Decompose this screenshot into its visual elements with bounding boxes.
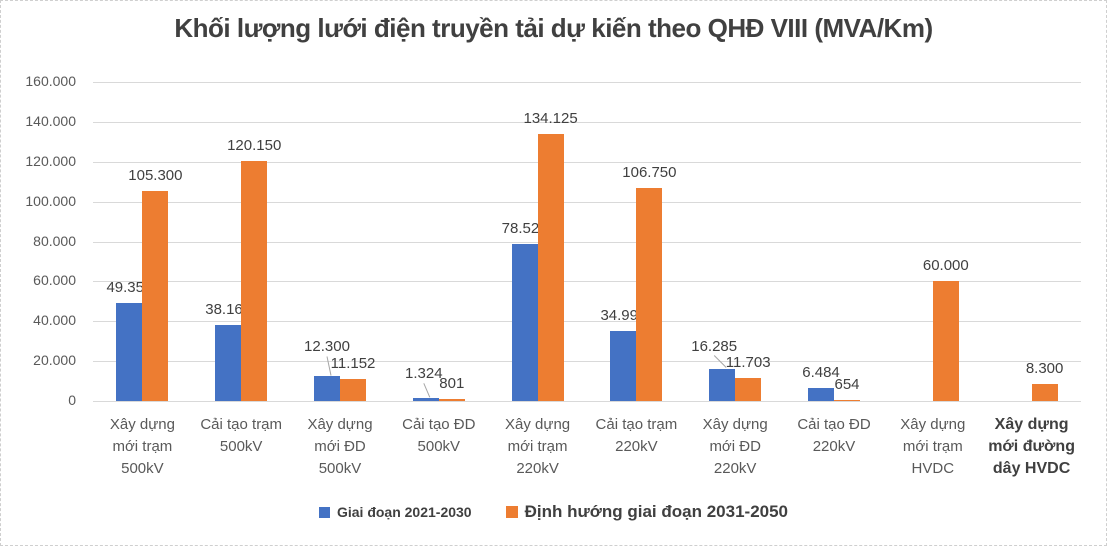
- legend-swatch-blue-icon: [318, 506, 330, 518]
- x-axis-category-label: Xây dựng mới ĐD 220kV: [702, 416, 768, 477]
- legend-label-period-2031-2050: Định hướng giai đoạn 2031-2050: [524, 502, 789, 521]
- gridline: [93, 401, 1081, 402]
- data-label: 106.750: [622, 164, 677, 182]
- data-label: 6.484: [802, 364, 840, 382]
- data-label: 16.285: [691, 337, 738, 355]
- data-label: 12.300: [304, 338, 350, 356]
- gridline: [93, 161, 1081, 163]
- data-label: 78.525: [501, 220, 548, 238]
- data-label: 49.350: [106, 278, 153, 296]
- y-axis-tick-label: 20.000: [33, 352, 76, 369]
- data-label: 120.150: [227, 137, 282, 155]
- gridline: [93, 321, 1081, 323]
- bar-series1-cat1[interactable]: [116, 302, 143, 401]
- x-axis-category-label: Cải tạo trạm 500kV: [200, 416, 283, 455]
- gridline: [93, 241, 1081, 243]
- data-label: 134.125: [523, 109, 578, 127]
- data-label: 38.168: [205, 300, 252, 318]
- gridline: [93, 201, 1081, 203]
- gridline: [93, 121, 1081, 123]
- bar-series1-cat7[interactable]: [709, 368, 736, 401]
- bar-series1-cat2[interactable]: [215, 324, 242, 401]
- y-axis-tick-label: 80.000: [33, 232, 76, 249]
- y-axis-tick-label: 60.000: [33, 272, 76, 289]
- x-axis-category-label: Xây dựng mới trạm 220kV: [505, 416, 571, 477]
- y-axis-tick-label: 160.000: [25, 73, 76, 89]
- data-label: 654: [834, 375, 860, 393]
- x-axis-category-label: Xây dựng mới ĐD 500kV: [307, 416, 373, 477]
- gridline: [93, 82, 1081, 83]
- y-axis-tick-label: 120.000: [25, 152, 76, 169]
- bar-series1-cat8[interactable]: [808, 388, 834, 401]
- y-axis-tick-label: 40.000: [33, 312, 76, 329]
- x-axis-category-label: Cải tạo trạm 220kV: [595, 416, 678, 455]
- legend: Giai đoạn 2021-2030 Định hướng giai đoạn…: [1, 497, 1106, 527]
- y-axis-tick-label: 100.000: [25, 192, 76, 209]
- bar-series1-cat4[interactable]: [412, 398, 439, 401]
- y-axis-tick-label: 140.000: [25, 112, 76, 129]
- bar-series2-cat9[interactable]: [932, 281, 959, 401]
- data-label: 60.000: [922, 257, 969, 275]
- bar-series2-cat8[interactable]: [834, 399, 860, 401]
- x-axis-category-label: Xây dựng mới đường dây HVDC: [988, 416, 1075, 477]
- bar-series2-cat6[interactable]: [636, 188, 663, 401]
- legend-item-period-2031-2050[interactable]: Định hướng giai đoạn 2031-2050: [505, 502, 789, 522]
- bar-series2-cat5[interactable]: [537, 133, 564, 401]
- data-label: 105.300: [128, 167, 183, 185]
- x-axis-category-label: Cải tạo ĐD 500kV: [402, 416, 476, 455]
- chart-title: Khối lượng lưới điện truyền tải dự kiến …: [174, 13, 933, 43]
- bar-series2-cat7[interactable]: [735, 377, 762, 401]
- bar-series1-cat5[interactable]: [511, 244, 538, 401]
- bar-series2-cat10[interactable]: [1031, 384, 1058, 401]
- bar-series2-cat1[interactable]: [142, 191, 169, 401]
- x-axis-category-label: Cải tạo ĐD 220kV: [797, 416, 871, 455]
- gridline: [93, 281, 1081, 283]
- data-label: 1.324: [405, 365, 443, 383]
- bar-series2-cat2[interactable]: [241, 161, 268, 401]
- data-label: 11.152: [330, 354, 376, 372]
- y-axis-tick-label: 0: [68, 392, 76, 408]
- data-label: 801: [439, 375, 465, 393]
- data-label: 8.300: [1025, 360, 1064, 378]
- legend-label-period-2021-2030: Giai đoạn 2021-2030: [336, 504, 472, 520]
- data-label: 11.703: [725, 353, 771, 371]
- gridline: [93, 361, 1081, 363]
- legend-item-period-2021-2030[interactable]: Giai đoạn 2021-2030: [318, 504, 472, 520]
- bar-series2-cat3[interactable]: [340, 378, 366, 401]
- x-axis-category-label: Xây dựng mới trạm HVDC: [900, 416, 966, 477]
- legend-swatch-orange-icon: [505, 506, 518, 518]
- data-label: 34.997: [600, 307, 647, 325]
- x-axis-category-label: Xây dựng mới trạm 500kV: [109, 416, 175, 477]
- bar-series2-cat4[interactable]: [438, 399, 465, 401]
- bar-series1-cat6[interactable]: [610, 331, 637, 401]
- bar-series1-cat3[interactable]: [314, 376, 340, 401]
